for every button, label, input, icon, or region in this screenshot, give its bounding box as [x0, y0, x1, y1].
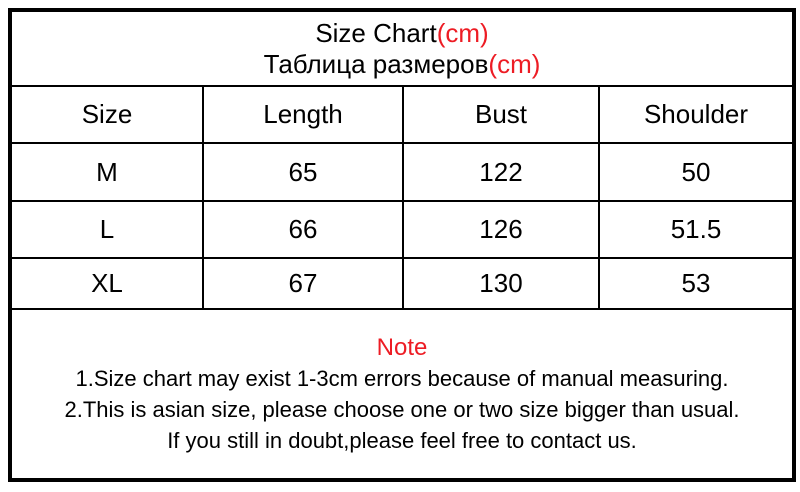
- note-section: Note 1.Size chart may exist 1-3cm errors…: [12, 308, 792, 478]
- note-line-2: 2.This is asian size, please choose one …: [64, 397, 740, 422]
- cell-size: L: [99, 214, 115, 244]
- note-line-1: 1.Size chart may exist 1-3cm errors beca…: [75, 366, 729, 391]
- column-header-length: Length: [202, 87, 402, 142]
- cell-bust: 122: [402, 144, 598, 200]
- cell-size: XL: [91, 268, 123, 298]
- cell-shoulder: 50: [598, 144, 792, 200]
- note-line-3: If you still in doubt,please feel free t…: [167, 428, 637, 453]
- chart-title-unit-ru: (cm): [488, 48, 541, 79]
- column-header-size: Size: [81, 99, 133, 129]
- table-header-row: Size Length Bust Shoulder: [12, 85, 792, 142]
- table-row-m: M 65 122 50: [12, 142, 792, 200]
- chart-title-text-en: Size Chart: [315, 17, 437, 48]
- cell-length: 67: [202, 259, 402, 308]
- cell-shoulder: 53: [598, 259, 792, 308]
- cell-shoulder: 51.5: [598, 202, 792, 257]
- cell-size: M: [96, 156, 118, 187]
- cell-bust: 126: [402, 202, 598, 257]
- chart-title-unit-en: (cm): [436, 17, 489, 48]
- cell-length: 66: [202, 202, 402, 257]
- column-header-shoulder: Shoulder: [598, 87, 792, 142]
- size-chart-panel: Size Chart(cm) Таблица размеров(cm) Size…: [8, 8, 796, 482]
- chart-title-text-ru: Таблица размеров: [263, 48, 489, 79]
- table-row-l: L 66 126 51.5: [12, 200, 792, 257]
- column-header-bust: Bust: [402, 87, 598, 142]
- cell-bust: 130: [402, 259, 598, 308]
- cell-length: 65: [202, 144, 402, 200]
- chart-title-line-en: Size Chart(cm): [315, 18, 488, 49]
- note-heading: Note: [376, 334, 428, 361]
- chart-title: Size Chart(cm) Таблица размеров(cm): [12, 12, 792, 85]
- table-row-xl: XL 67 130 53: [12, 257, 792, 308]
- chart-title-line-ru: Таблица размеров(cm): [264, 49, 541, 80]
